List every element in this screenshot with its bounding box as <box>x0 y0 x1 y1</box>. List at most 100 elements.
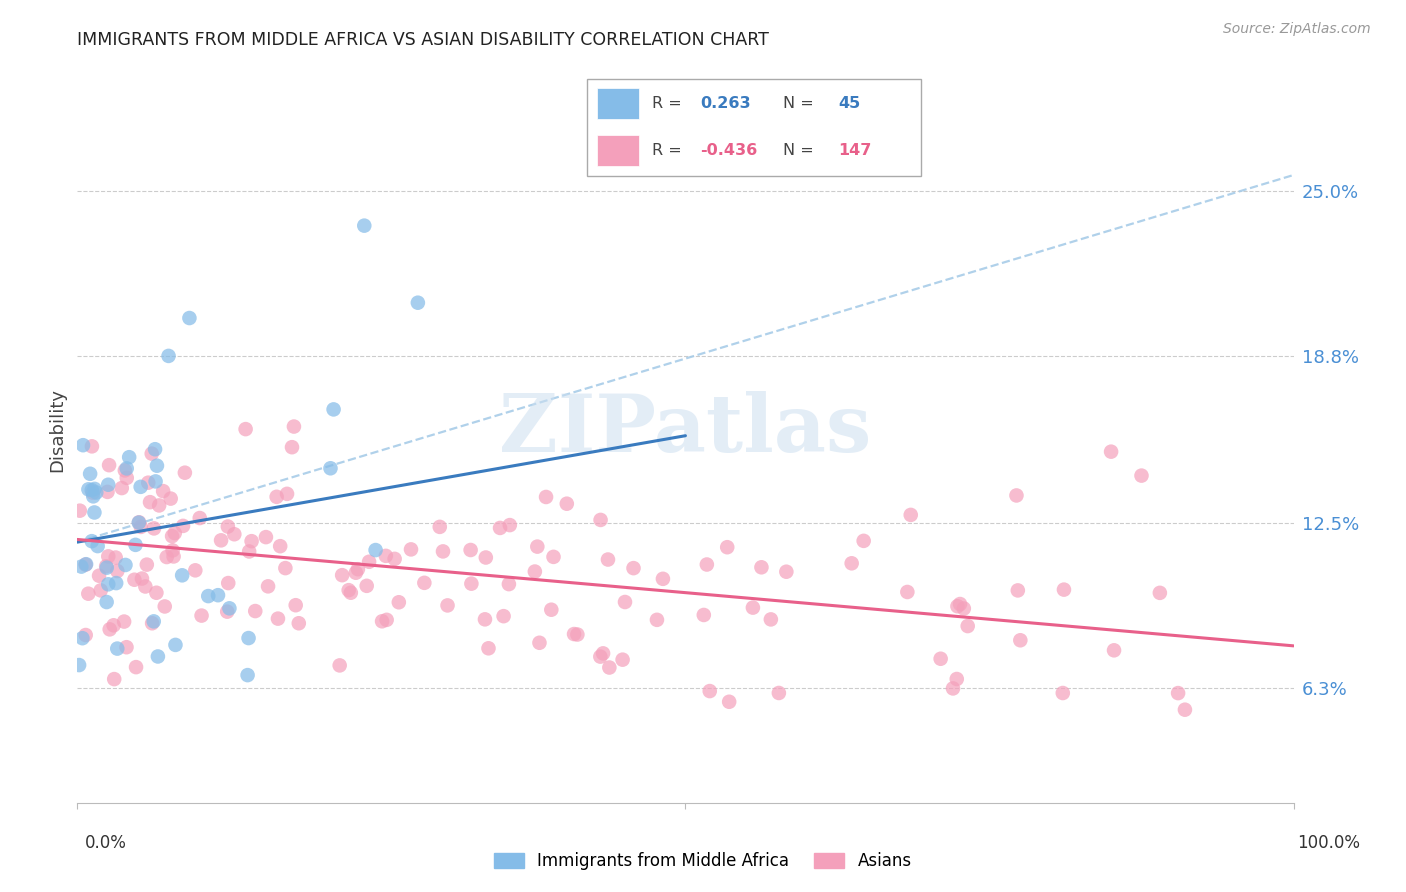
Point <box>104 550 127 565</box>
Point <box>775 565 797 579</box>
Point <box>159 491 181 506</box>
Point <box>266 490 288 504</box>
Point <box>115 640 138 655</box>
Point <box>596 552 619 566</box>
Text: 100.0%: 100.0% <box>1298 834 1360 852</box>
Point <box>77 587 100 601</box>
Point <box>900 508 922 522</box>
Text: 45: 45 <box>838 96 860 111</box>
Point <box>645 613 668 627</box>
Point <box>184 563 207 577</box>
Point <box>1130 468 1153 483</box>
Point <box>134 579 156 593</box>
Point <box>128 515 150 529</box>
Point <box>217 576 239 591</box>
Point <box>529 636 551 650</box>
Text: 147: 147 <box>838 144 872 158</box>
Point <box>598 660 620 674</box>
Point <box>718 695 741 709</box>
Point <box>217 519 239 533</box>
Point <box>97 549 120 564</box>
Point <box>540 603 562 617</box>
Point <box>80 483 103 497</box>
Point <box>322 402 344 417</box>
Point <box>477 641 499 656</box>
Point <box>319 461 342 475</box>
Point <box>1167 686 1189 700</box>
Point <box>589 513 612 527</box>
Point <box>217 605 239 619</box>
Point <box>768 686 790 700</box>
Point <box>77 483 100 497</box>
Point <box>1007 583 1029 598</box>
Point <box>276 487 298 501</box>
Point <box>523 565 546 579</box>
Point <box>75 628 97 642</box>
Point <box>75 558 97 572</box>
Point <box>141 447 163 461</box>
Point <box>340 585 363 599</box>
Point <box>1102 643 1125 657</box>
Point <box>949 597 972 611</box>
Point <box>651 572 673 586</box>
Point <box>330 568 353 582</box>
Text: N =: N = <box>783 96 814 111</box>
Point <box>172 568 194 582</box>
Point <box>97 477 120 491</box>
Point <box>82 489 104 503</box>
Point <box>207 588 229 602</box>
Point <box>156 549 179 564</box>
Text: N =: N = <box>783 144 814 158</box>
Point <box>145 475 167 489</box>
Point <box>105 576 128 591</box>
Point <box>162 549 184 564</box>
Point <box>1053 582 1076 597</box>
Point <box>172 519 194 533</box>
Point <box>543 549 565 564</box>
Point <box>141 616 163 631</box>
Point <box>162 543 184 558</box>
Point <box>693 607 716 622</box>
Point <box>388 595 411 609</box>
Point <box>148 499 170 513</box>
Point <box>929 652 952 666</box>
Point <box>460 543 482 558</box>
Point <box>188 511 211 525</box>
Text: IMMIGRANTS FROM MIDDLE AFRICA VS ASIAN DISABILITY CORRELATION CHART: IMMIGRANTS FROM MIDDLE AFRICA VS ASIAN D… <box>77 31 769 49</box>
FancyBboxPatch shape <box>598 136 638 166</box>
Point <box>492 609 515 624</box>
Point <box>953 601 976 615</box>
Point <box>567 627 589 641</box>
Point <box>115 471 138 485</box>
Point <box>942 681 965 696</box>
Point <box>562 627 585 641</box>
Text: -0.436: -0.436 <box>700 144 758 158</box>
Point <box>284 598 307 612</box>
Point <box>115 461 138 475</box>
Point <box>103 618 125 632</box>
Point <box>173 466 195 480</box>
Point <box>94 559 117 574</box>
Point <box>432 544 454 558</box>
Point <box>364 543 387 558</box>
Point <box>135 558 157 572</box>
Point <box>146 458 169 473</box>
Point <box>87 568 110 582</box>
Point <box>72 631 94 645</box>
Point <box>257 579 280 593</box>
Point <box>143 442 166 457</box>
Point <box>1005 488 1028 502</box>
Point <box>406 295 429 310</box>
Point <box>534 490 557 504</box>
Point <box>945 672 967 686</box>
Point <box>72 438 94 452</box>
Point <box>716 540 738 554</box>
Point <box>283 419 305 434</box>
Point <box>136 475 159 490</box>
Point <box>1174 703 1197 717</box>
Point <box>245 604 267 618</box>
Point <box>399 542 422 557</box>
Point <box>614 595 637 609</box>
Point <box>79 467 101 481</box>
Point <box>118 450 141 465</box>
